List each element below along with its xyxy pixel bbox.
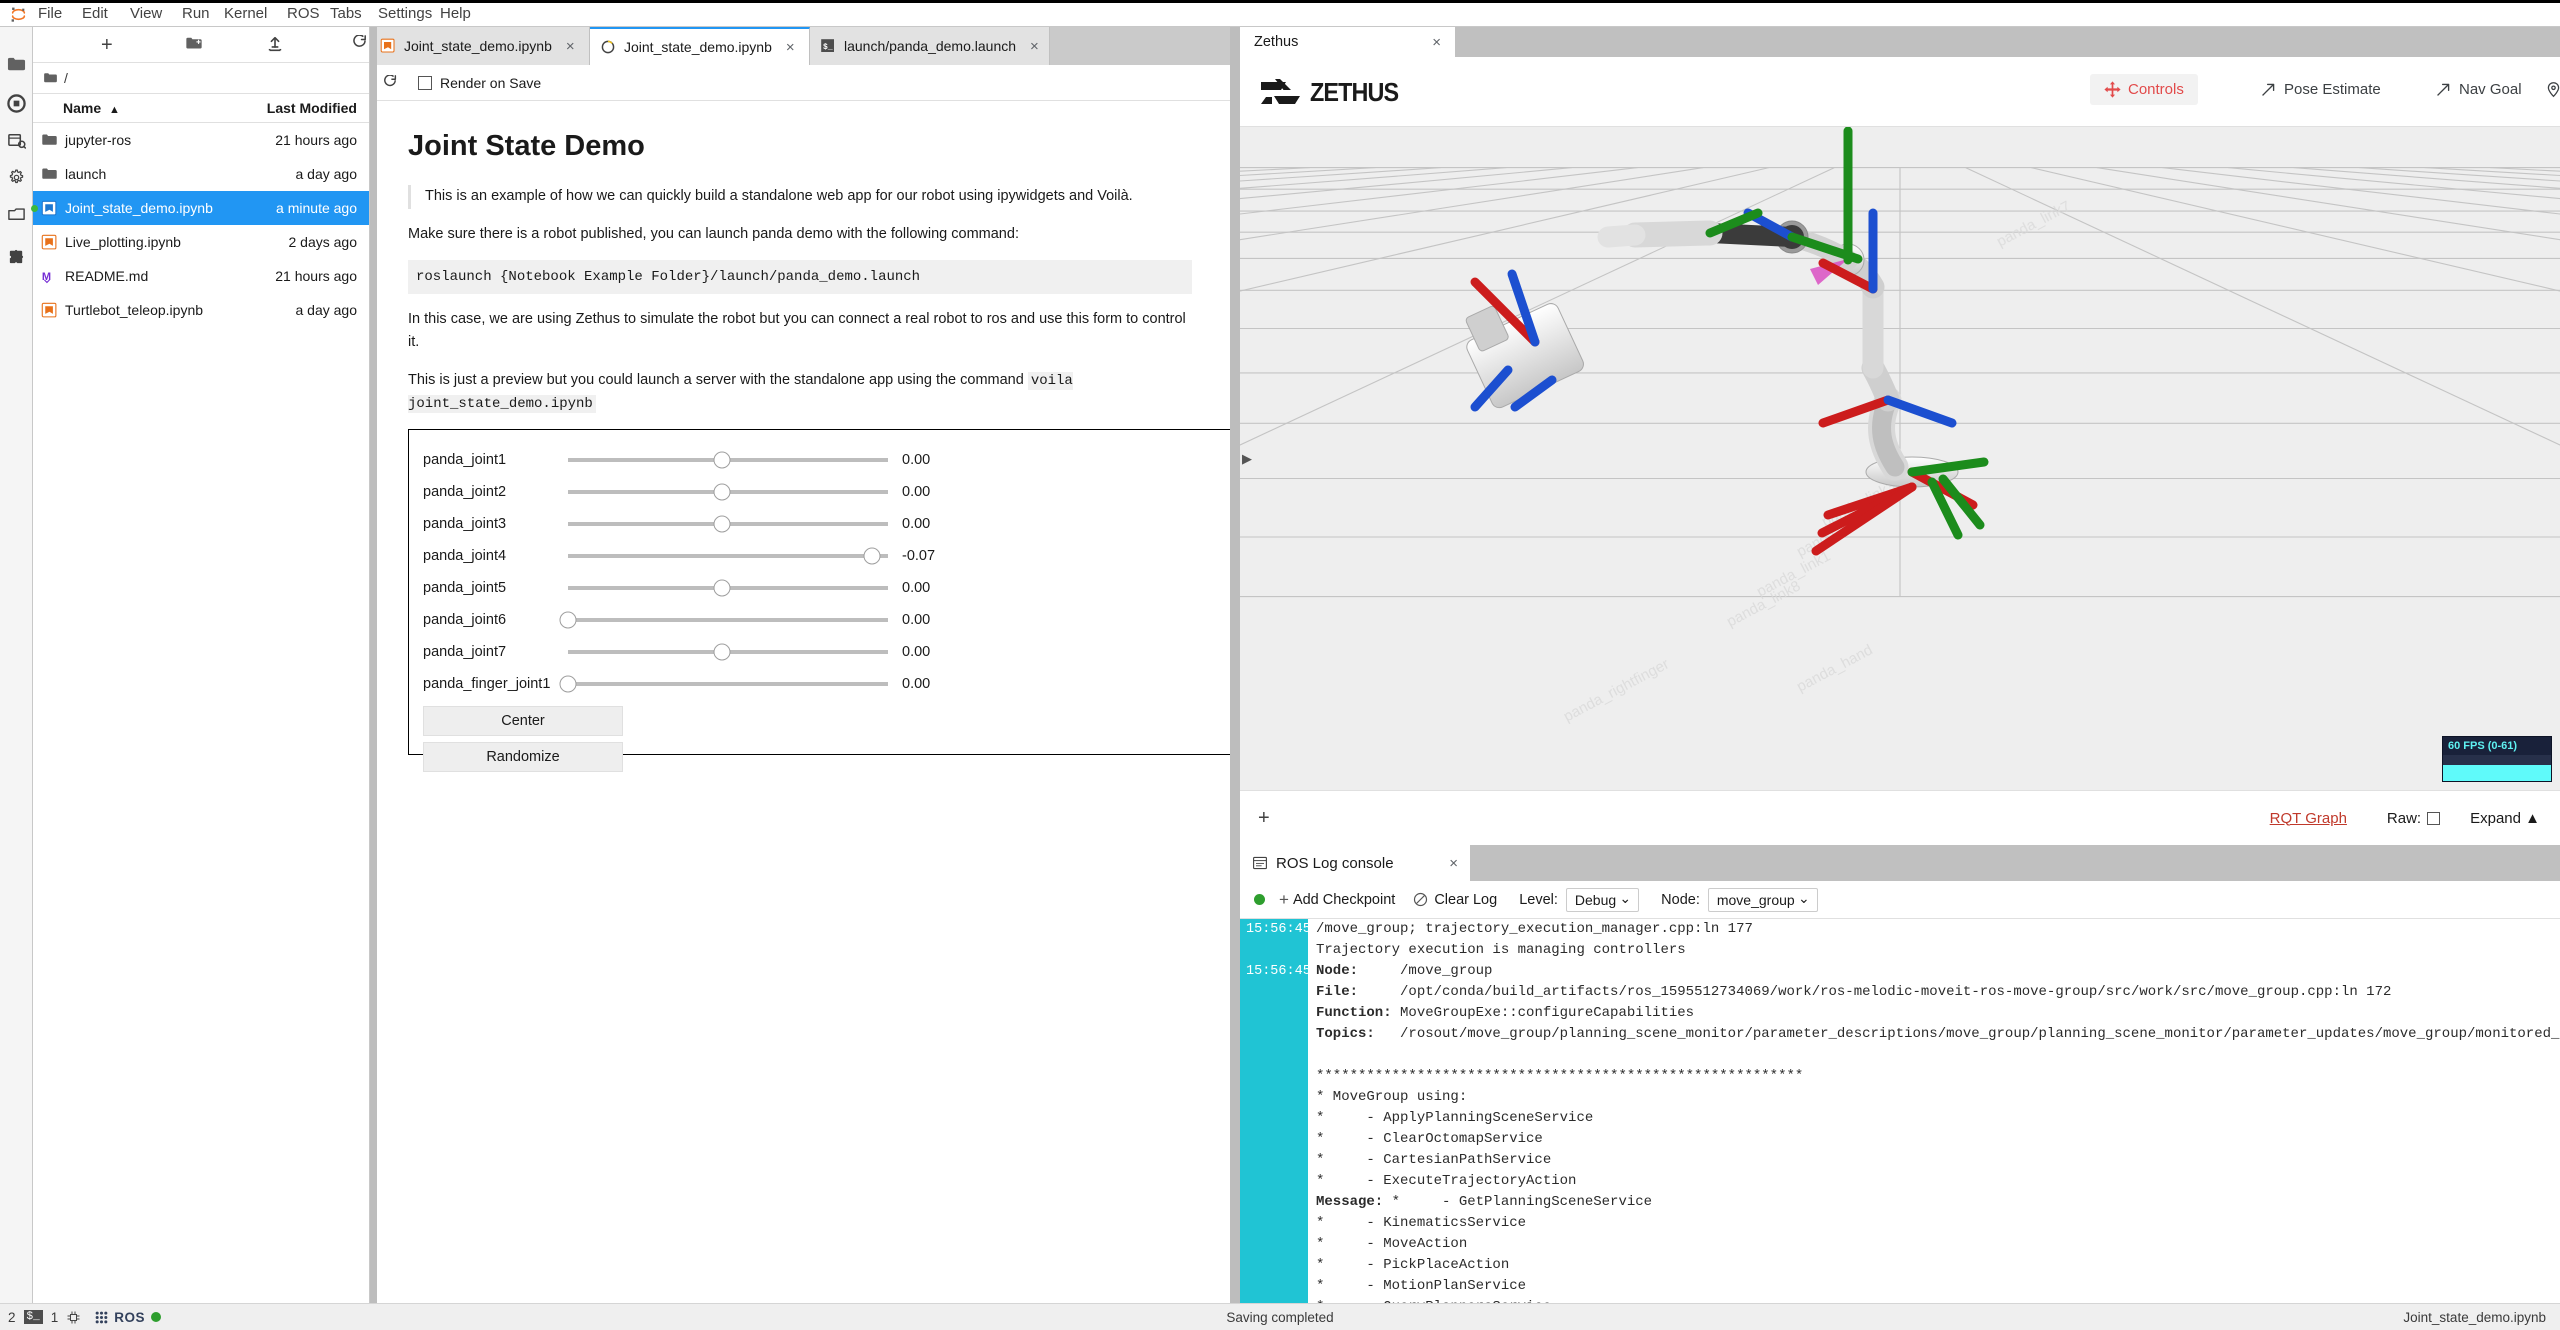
svg-text:$_: $_ (823, 43, 833, 52)
svg-text:M: M (42, 270, 51, 282)
